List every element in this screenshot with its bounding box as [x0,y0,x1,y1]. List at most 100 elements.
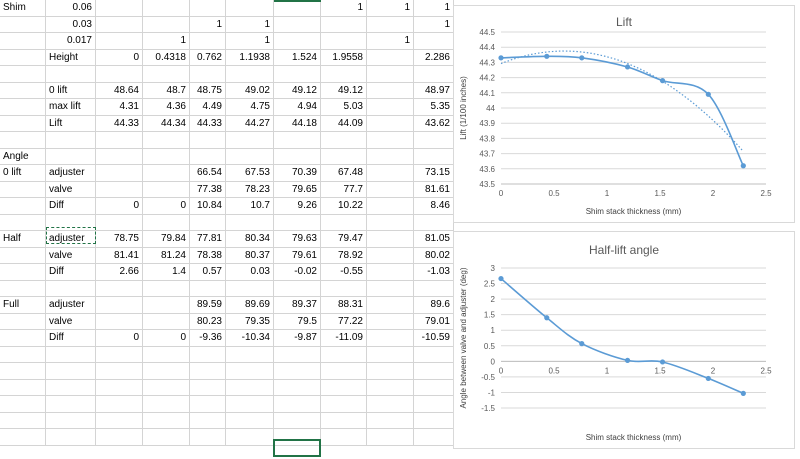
cell-r12-c6[interactable]: 78.23 [226,181,274,198]
cell-r7-c5[interactable]: 4.49 [190,99,226,116]
cell-r4-c5[interactable]: 0.762 [190,49,226,66]
cell-r26-c8[interactable] [321,412,367,429]
cell-r10-c7[interactable] [274,148,321,165]
cell-r17-c6[interactable]: 0.03 [226,264,274,281]
cell-r26-c5[interactable] [190,412,226,429]
cell-r18-c6[interactable] [226,280,274,297]
cell-r1-c7[interactable] [274,0,321,17]
cell-r26-c10[interactable] [414,412,454,429]
cell-r25-c5[interactable] [190,396,226,413]
cell-r10-c6[interactable] [226,148,274,165]
cell-r13-c4[interactable]: 0 [143,198,190,215]
cell-r17-c4[interactable]: 1.4 [143,264,190,281]
cell-r8-c8[interactable]: 44.09 [321,115,367,132]
cell-r4-c9[interactable] [367,49,414,66]
cell-r11-c9[interactable] [367,165,414,182]
cell-r27-c10[interactable] [414,429,454,446]
cell-r8-c3[interactable]: 44.33 [96,115,143,132]
cell-r27-c5[interactable] [190,429,226,446]
cell-r14-c9[interactable] [367,214,414,231]
cell-r13-c6[interactable]: 10.7 [226,198,274,215]
cell-r12-c3[interactable] [96,181,143,198]
cell-r1-c3[interactable] [96,0,143,17]
cell-r13-c10[interactable]: 8.46 [414,198,454,215]
cell-r16-c5[interactable]: 78.38 [190,247,226,264]
cell-r10-c9[interactable] [367,148,414,165]
cell-r20-c7[interactable]: 79.5 [274,313,321,330]
cell-r8-c5[interactable]: 44.33 [190,115,226,132]
cell-r3-c5[interactable] [190,33,226,50]
cell-r25-c3[interactable] [96,396,143,413]
cell-r3-c8[interactable] [321,33,367,50]
cell-r6-c5[interactable]: 48.75 [190,82,226,99]
cell-r20-c9[interactable] [367,313,414,330]
cell-r9-c9[interactable] [367,132,414,149]
cell-r25-c7[interactable] [274,396,321,413]
cell-r2-c2[interactable]: 0.03 [46,16,96,33]
cell-r15-c6[interactable]: 80.34 [226,231,274,248]
cell-r24-c1[interactable] [0,379,46,396]
cell-r18-c7[interactable] [274,280,321,297]
cell-r26-c9[interactable] [367,412,414,429]
cell-r5-c1[interactable] [0,66,46,83]
cell-r24-c7[interactable] [274,379,321,396]
cell-r16-c8[interactable]: 78.92 [321,247,367,264]
cell-r18-c10[interactable] [414,280,454,297]
cell-r10-c2[interactable] [46,148,96,165]
cell-r11-c8[interactable]: 67.48 [321,165,367,182]
cell-r24-c10[interactable] [414,379,454,396]
cell-r13-c7[interactable]: 9.26 [274,198,321,215]
cell-r1-c2[interactable]: 0.06 [46,0,96,17]
cell-r26-c7[interactable] [274,412,321,429]
cell-r19-c6[interactable]: 89.69 [226,297,274,314]
cell-r8-c4[interactable]: 44.34 [143,115,190,132]
cell-r17-c2[interactable]: Diff [46,264,96,281]
cell-r7-c6[interactable]: 4.75 [226,99,274,116]
cell-r22-c1[interactable] [0,346,46,363]
cell-r14-c7[interactable] [274,214,321,231]
cell-r21-c2[interactable]: Diff [46,330,96,347]
cell-r5-c9[interactable] [367,66,414,83]
cell-r14-c10[interactable] [414,214,454,231]
cell-r16-c4[interactable]: 81.24 [143,247,190,264]
cell-r16-c9[interactable] [367,247,414,264]
cell-r8-c2[interactable]: Lift [46,115,96,132]
cell-r18-c4[interactable] [143,280,190,297]
cell-r1-c6[interactable] [226,0,274,17]
cell-r11-c10[interactable]: 73.15 [414,165,454,182]
cell-r12-c1[interactable] [0,181,46,198]
cell-r25-c1[interactable] [0,396,46,413]
cell-r11-c7[interactable]: 70.39 [274,165,321,182]
cell-r24-c5[interactable] [190,379,226,396]
cell-r19-c2[interactable]: adjuster [46,297,96,314]
cell-r2-c7[interactable] [274,16,321,33]
cell-r20-c2[interactable]: valve [46,313,96,330]
cell-r12-c9[interactable] [367,181,414,198]
cell-r14-c6[interactable] [226,214,274,231]
cell-r16-c7[interactable]: 79.61 [274,247,321,264]
cell-r16-c6[interactable]: 80.37 [226,247,274,264]
cell-r14-c4[interactable] [143,214,190,231]
cell-r9-c7[interactable] [274,132,321,149]
cell-r22-c4[interactable] [143,346,190,363]
cell-r27-c3[interactable] [96,429,143,446]
cell-r1-c4[interactable] [143,0,190,17]
cell-r25-c4[interactable] [143,396,190,413]
cell-r2-c10[interactable]: 1 [414,16,454,33]
cell-r12-c8[interactable]: 77.7 [321,181,367,198]
cell-r9-c3[interactable] [96,132,143,149]
cell-r13-c9[interactable] [367,198,414,215]
cell-r17-c8[interactable]: -0.55 [321,264,367,281]
cell-r24-c2[interactable] [46,379,96,396]
cell-r14-c3[interactable] [96,214,143,231]
cell-r11-c4[interactable] [143,165,190,182]
cell-r15-c7[interactable]: 79.63 [274,231,321,248]
cell-r20-c8[interactable]: 77.22 [321,313,367,330]
cell-r7-c8[interactable]: 5.03 [321,99,367,116]
cell-r27-c7[interactable] [274,429,321,446]
cell-r7-c7[interactable]: 4.94 [274,99,321,116]
cell-r4-c4[interactable]: 0.4318 [143,49,190,66]
cell-r24-c8[interactable] [321,379,367,396]
cell-r5-c5[interactable] [190,66,226,83]
cell-r6-c3[interactable]: 48.64 [96,82,143,99]
